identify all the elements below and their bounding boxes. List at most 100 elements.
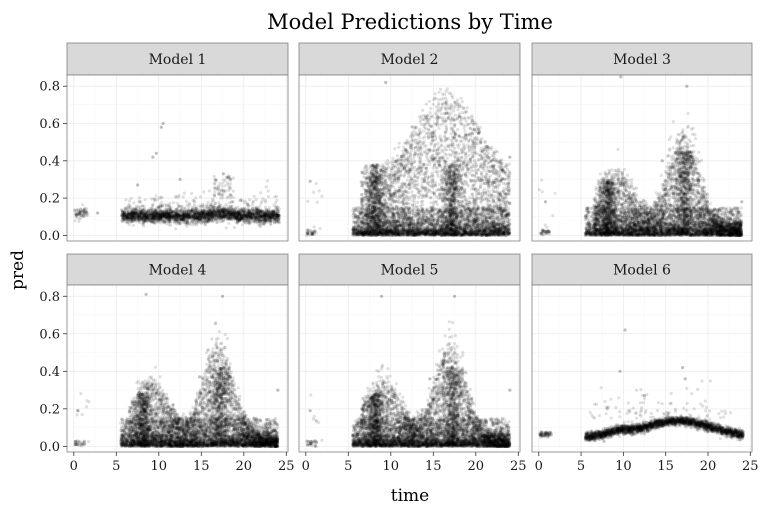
- data-point: [129, 219, 133, 223]
- data-point: [79, 207, 83, 211]
- data-point: [228, 193, 232, 197]
- data-point: [174, 218, 178, 222]
- data-point: [207, 213, 211, 217]
- data-point: [244, 215, 249, 219]
- data-point: [237, 208, 241, 212]
- data-point: [145, 219, 149, 223]
- data-point: [140, 211, 144, 215]
- data-point: [148, 216, 152, 220]
- data-point: [251, 212, 255, 216]
- data-point: [178, 214, 182, 218]
- data-point: [264, 205, 268, 209]
- data-point: [77, 208, 81, 212]
- data-point: [180, 214, 184, 218]
- data-point: [190, 209, 194, 213]
- data-point: [136, 215, 140, 219]
- data-point: [79, 213, 83, 217]
- data-point: [227, 210, 232, 214]
- data-point: [265, 213, 269, 217]
- data-point: [260, 213, 264, 217]
- data-point: [181, 214, 185, 218]
- data-point: [257, 209, 261, 213]
- data-point: [247, 209, 251, 213]
- data-point: [156, 220, 160, 224]
- data-point: [131, 214, 135, 218]
- data-point: [261, 219, 265, 223]
- data-point: [77, 210, 81, 214]
- data-point: [247, 216, 251, 220]
- data-point: [266, 212, 270, 216]
- data-point: [182, 210, 186, 214]
- data-point: [275, 212, 280, 216]
- data-point: [167, 220, 171, 224]
- data-point: [209, 203, 213, 207]
- data-point: [274, 211, 278, 215]
- data-point: [222, 210, 226, 214]
- data-point: [238, 212, 242, 216]
- data-point: [269, 215, 273, 219]
- data-point: [223, 215, 227, 219]
- data-point: [151, 155, 155, 159]
- data-point: [155, 220, 159, 224]
- data-point: [142, 213, 146, 217]
- data-point: [185, 213, 189, 217]
- data-point: [270, 215, 274, 219]
- data-point: [199, 217, 203, 221]
- data-point: [253, 212, 257, 217]
- data-point: [145, 215, 149, 219]
- data-point: [187, 208, 191, 212]
- data-point: [171, 201, 176, 205]
- data-point: [120, 213, 124, 217]
- data-point: [209, 208, 213, 212]
- data-point: [208, 214, 212, 218]
- data-point: [158, 215, 163, 219]
- data-point: [230, 212, 234, 217]
- data-point: [83, 210, 87, 214]
- data-point: [147, 213, 151, 217]
- data-point: [174, 218, 178, 222]
- data-point: [234, 216, 238, 220]
- data-point: [134, 215, 138, 219]
- data-point: [131, 211, 135, 215]
- data-point: [206, 220, 210, 224]
- data-point: [276, 208, 280, 212]
- data-point: [148, 214, 152, 218]
- data-point: [213, 194, 217, 198]
- data-point: [180, 213, 184, 217]
- data-point: [154, 210, 158, 214]
- data-point: [166, 208, 170, 212]
- data-point: [222, 215, 226, 219]
- data-point: [246, 207, 250, 211]
- data-point: [318, 226, 322, 231]
- data-point: [267, 219, 271, 223]
- data-point: [266, 195, 271, 199]
- data-point: [185, 212, 189, 217]
- data-point: [218, 211, 222, 216]
- data-point: [273, 206, 277, 210]
- data-point: [214, 178, 218, 182]
- data-point: [236, 216, 241, 220]
- data-point: [135, 211, 139, 216]
- data-point: [147, 218, 151, 222]
- data-point: [199, 204, 203, 208]
- data-point: [231, 195, 235, 199]
- data-point: [241, 219, 245, 223]
- data-point: [218, 212, 222, 216]
- data-point: [168, 212, 172, 216]
- data-point: [132, 214, 137, 218]
- data-point: [158, 218, 163, 223]
- data-point: [210, 214, 214, 218]
- data-point: [277, 215, 281, 219]
- data-point: [173, 211, 177, 215]
- data-point: [220, 215, 224, 219]
- data-point: [272, 215, 276, 219]
- facet-panel: Model 10.00.20.40.60.8: [39, 42, 289, 244]
- data-point: [241, 213, 245, 217]
- data-point: [75, 212, 79, 217]
- data-point: [212, 212, 216, 216]
- data-point: [142, 220, 146, 224]
- data-point: [78, 207, 82, 211]
- data-point: [259, 212, 263, 216]
- data-point: [262, 214, 266, 218]
- data-point: [141, 216, 145, 220]
